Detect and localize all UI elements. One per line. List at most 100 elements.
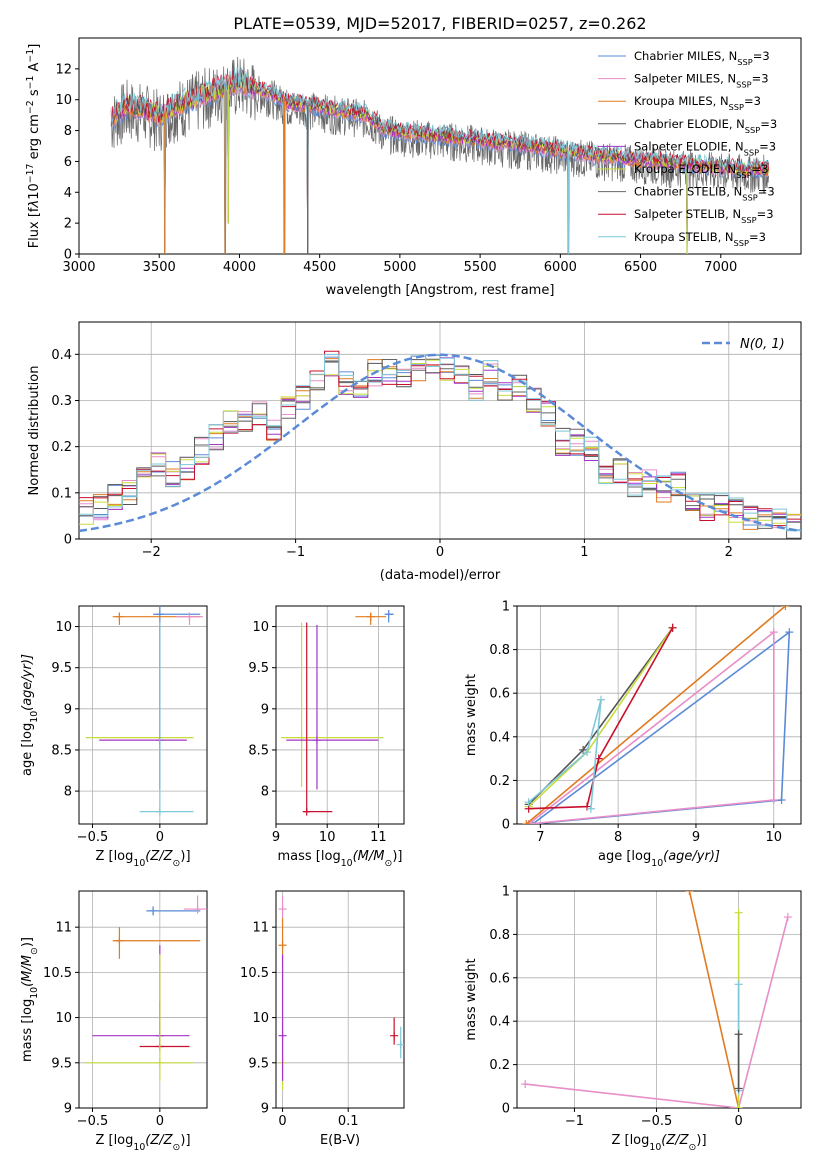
y-tick-label: 8	[261, 785, 269, 800]
weight-vs-Z-xlabel-part: Z [log	[611, 1133, 649, 1148]
mass-vs-EBV-frame	[275, 890, 405, 1109]
y-tick-label: 9	[261, 702, 269, 717]
weight-marker	[685, 891, 694, 895]
mass-vs-Z-ylabel: mass [log10(M/M⊙)]	[20, 937, 40, 1062]
age-vs-Z-frame	[78, 605, 208, 825]
weight-series-line	[525, 916, 789, 1108]
y-tick-label: 9	[64, 1102, 72, 1117]
weight-series-line	[528, 627, 674, 808]
weight-vs-age-xlabel-part: age [log	[598, 849, 651, 864]
x-tick-label: 5000	[383, 260, 416, 275]
spectrum-xlabel: wavelength [Angstrom, rest frame]	[326, 283, 555, 298]
spectrum-ylabel-part: s	[27, 89, 42, 100]
weight-marker	[734, 1030, 743, 1039]
x-tick-label: −0.5	[77, 830, 109, 845]
legend-entry-label: Chabrier MILES, NSSP=3	[634, 49, 770, 67]
x-tick-label: 10	[765, 830, 782, 845]
residuals-xlabel: (data-model)/error	[380, 568, 501, 583]
y-tick-label: 8.5	[51, 743, 72, 758]
data-point-marker	[155, 1058, 164, 1067]
weight-vs-Z-lines	[521, 891, 792, 1108]
weight-marker	[583, 802, 592, 811]
y-tick-label: 0.8	[489, 928, 510, 943]
y-tick-label: 0.4	[489, 730, 510, 745]
legend-entry-label-part: Salpeter MILES, N	[634, 72, 736, 86]
y-tick-label: 9.5	[51, 661, 72, 676]
legend-entry-label-part: SSP	[737, 57, 752, 67]
spectrum-ylabel-part: λ	[27, 200, 42, 209]
legend-entry-label: Kroupa MILES, NSSP=3	[634, 94, 761, 112]
y-tick-label: 8	[64, 124, 72, 139]
legend-entry-label-part: Chabrier ELODIE, N	[634, 117, 745, 131]
spectrum-ylabel: Flux [fλ10−17 erg cm−2 s−1 A−1]	[25, 44, 43, 249]
y-tick-label: 11	[252, 921, 269, 936]
weight-series-line	[532, 630, 791, 824]
y-tick-label: 4	[64, 186, 72, 201]
x-tick-label: 5500	[464, 260, 497, 275]
age-vs-mass-xlabel-part: (M/M	[353, 849, 385, 864]
age-vs-Z-xlabel-part: ⊙	[173, 858, 181, 869]
data-point-marker	[390, 1031, 399, 1040]
spectrum-ylabel-part: −2	[25, 100, 36, 114]
y-tick-label: 12	[55, 62, 72, 77]
y-tick-label: 0.6	[489, 687, 510, 702]
data-point-marker	[149, 906, 158, 915]
data-point-marker	[185, 612, 194, 621]
histogram-series	[79, 354, 801, 532]
age-vs-Z-xlabel-part: 10	[133, 858, 145, 869]
weight-marker	[734, 908, 743, 917]
weight-marker	[734, 1104, 743, 1108]
legend-entry-label-part: =3	[760, 117, 777, 131]
legend-entry-label-part: SSP	[736, 170, 751, 180]
x-tick-label: 6000	[544, 260, 577, 275]
y-tick-label: 6	[64, 155, 72, 170]
y-tick-label: 1	[502, 600, 510, 615]
y-tick-label: 0.2	[51, 440, 72, 455]
spectrum-ylabel-part: 10	[27, 183, 42, 200]
x-tick-label: 8	[614, 830, 622, 845]
weight-vs-age-lines	[522, 606, 794, 824]
data-point-marker	[396, 1040, 404, 1049]
data-point-marker	[155, 807, 164, 816]
weight-series-line	[525, 606, 786, 824]
spectrum-ylabel-part: ]	[27, 44, 42, 49]
histogram-group	[79, 350, 801, 539]
weight-marker	[586, 804, 595, 813]
legend-entry-label-part: SSP	[734, 238, 749, 248]
residuals-ylabel: Normed distribution	[27, 366, 42, 496]
weight-marker	[583, 748, 592, 757]
legend-entry-label-part: Kroupa STELIB, N	[634, 230, 734, 244]
data-point-marker	[366, 612, 375, 621]
figure-title: PLATE=0539, MJD=52017, FIBERID=0257, z=0…	[233, 14, 646, 33]
y-tick-label: 0.8	[489, 643, 510, 658]
legend-entry-label-part: =3	[752, 162, 769, 176]
weight-marker	[524, 798, 533, 807]
y-tick-label: 10	[55, 93, 72, 108]
mass-vs-Z-ylabel-part: 10	[29, 987, 40, 999]
y-tick-label: 9	[64, 702, 72, 717]
age-vs-mass-points	[281, 610, 394, 816]
x-tick-label: −0.5	[77, 1114, 109, 1129]
x-tick-label: 9	[272, 830, 280, 845]
x-tick-label: 11	[370, 830, 387, 845]
mass-vs-Z-frame	[78, 890, 208, 1109]
age-vs-Z-xlabel-part: Z [log	[95, 849, 133, 864]
age-vs-mass-frame	[275, 605, 405, 825]
weight-vs-age-ylabel: mass weight	[464, 674, 479, 756]
age-vs-Z-ylabel-part: (age/yr)]	[20, 654, 35, 711]
weight-vs-age-xlabel: age [log10(age/yr)]	[598, 849, 720, 869]
x-tick-label: 3000	[62, 260, 95, 275]
spectrum-frame	[78, 37, 802, 255]
age-vs-mass-xlabel-part: )]	[392, 849, 402, 864]
y-tick-label: 10	[252, 620, 269, 635]
weight-vs-Z: −1 −0.5 0 0 0.2 0.4 0.6 0.8 1 Z [log10(Z/Z⊙)] mass…	[464, 885, 802, 1153]
legend-entry-label: Chabrier STELIB, NSSP=3	[634, 185, 775, 203]
data-point-marker	[278, 905, 287, 914]
mass-vs-Z-xlabel-part: (Z/Z	[145, 1133, 173, 1148]
legend-entry-label-part: Chabrier STELIB, N	[634, 185, 742, 199]
weight-series-line	[528, 630, 775, 824]
age-vs-mass-xlabel: mass [log10(M/M⊙)]	[278, 849, 403, 869]
